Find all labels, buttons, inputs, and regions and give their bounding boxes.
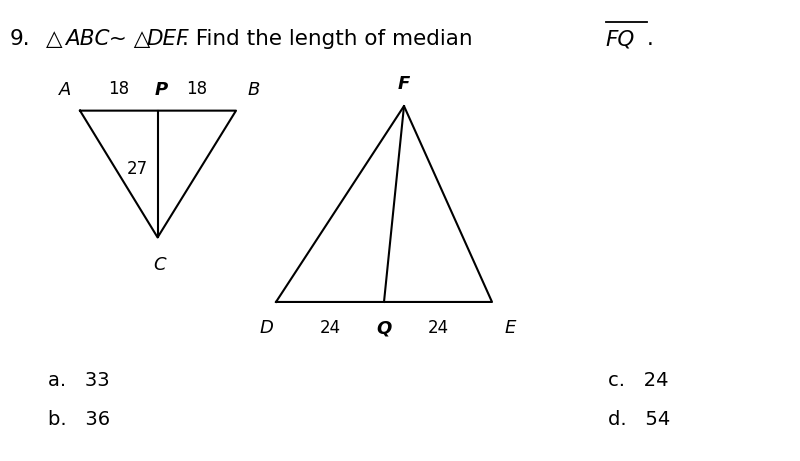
Text: c.   24: c. 24	[608, 371, 669, 390]
Text: a.   33: a. 33	[48, 371, 110, 390]
Text: P: P	[154, 81, 167, 99]
Text: 24: 24	[427, 319, 449, 337]
Text: A: A	[59, 81, 72, 99]
Text: FQ: FQ	[606, 29, 635, 49]
Text: 9.: 9.	[10, 29, 30, 49]
Text: 18: 18	[108, 80, 130, 98]
Text: .: .	[647, 29, 654, 49]
Text: ABC: ABC	[66, 29, 110, 49]
Text: . Find the length of median: . Find the length of median	[182, 29, 473, 49]
Text: 27: 27	[127, 160, 148, 178]
Text: Q: Q	[376, 319, 392, 337]
Text: △: △	[46, 29, 62, 49]
Text: b.   36: b. 36	[48, 410, 110, 429]
Text: d.   54: d. 54	[608, 410, 670, 429]
Text: C: C	[154, 256, 166, 274]
Text: D: D	[259, 319, 274, 337]
Text: 18: 18	[186, 80, 207, 98]
Text: F: F	[398, 75, 410, 93]
Text: B: B	[247, 81, 260, 99]
Text: DEF: DEF	[146, 29, 189, 49]
Text: E: E	[505, 319, 516, 337]
Text: ~ △: ~ △	[102, 29, 150, 49]
Text: 24: 24	[319, 319, 341, 337]
